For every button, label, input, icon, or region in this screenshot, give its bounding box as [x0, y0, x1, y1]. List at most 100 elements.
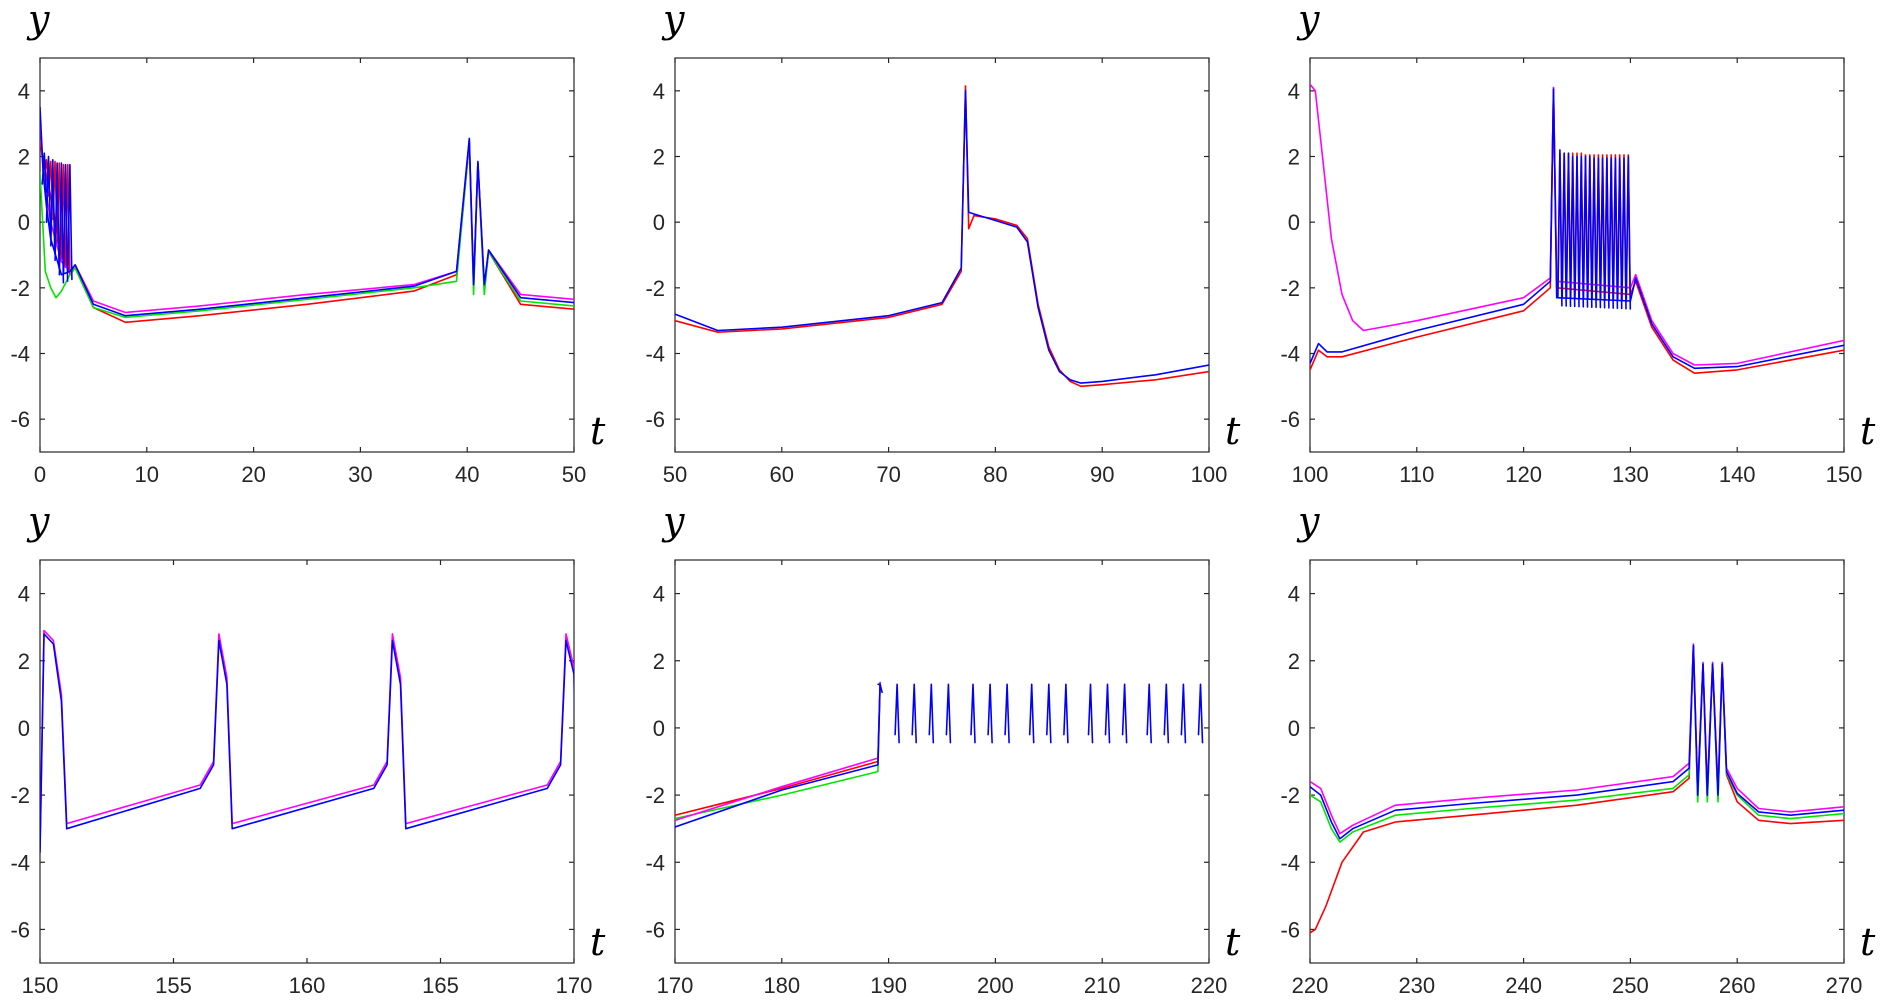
spike-blue	[1121, 683, 1128, 744]
spike-blue	[1599, 157, 1606, 309]
spike-blue	[1604, 157, 1610, 309]
x-tick-label: 160	[289, 973, 326, 998]
y-axis-label: y	[1296, 499, 1320, 543]
plot-frame	[1309, 559, 1845, 964]
spike-blue	[1163, 683, 1170, 744]
series-magenta	[1310, 83, 1844, 366]
y-tick-label: 4	[18, 79, 30, 104]
x-tick-label: 70	[876, 462, 900, 487]
x-tick-label: 180	[763, 973, 800, 998]
y-tick-label: 2	[1288, 649, 1300, 674]
series-green	[40, 142, 574, 319]
y-tick-label: 0	[653, 210, 665, 235]
x-tick-label: 270	[1826, 973, 1863, 998]
spike-blue	[1557, 149, 1563, 307]
plot-frame	[674, 559, 1210, 964]
series-blue	[1310, 644, 1844, 840]
spike-blue	[970, 683, 976, 744]
y-tick-label: 0	[653, 716, 665, 741]
x-tick-label: 200	[977, 973, 1014, 998]
spike-blue	[1146, 683, 1152, 744]
x-tick-label: 130	[1612, 462, 1649, 487]
y-tick-label: -2	[645, 783, 665, 808]
spike-blue	[67, 163, 73, 281]
y-axis-label: y	[661, 0, 685, 41]
spike-blue	[1561, 152, 1567, 307]
series-blue	[675, 90, 1209, 384]
x-tick-label: 190	[870, 973, 907, 998]
series-red	[675, 85, 1209, 388]
y-tick-label: -2	[10, 276, 30, 301]
x-tick-label: 250	[1612, 973, 1649, 998]
y-tick-label: -6	[645, 917, 665, 942]
x-tick-label: 220	[1191, 973, 1228, 998]
y-tick-label: -6	[1280, 407, 1300, 432]
x-tick-label: 40	[455, 462, 479, 487]
y-axis-label: y	[26, 0, 50, 41]
y-tick-label: -2	[1280, 276, 1300, 301]
y-tick-label: -4	[645, 850, 665, 875]
series-blue	[40, 106, 574, 317]
series-magenta	[40, 116, 574, 314]
panel-3: 4 2 0 -2 -4 -6 100 110 120 130 140 150 y t	[1280, 0, 1876, 487]
x-tick-label: 220	[1292, 973, 1329, 998]
spike-blue	[877, 683, 883, 694]
panel-6: 4 2 0 -2 -4 -6 220 230 240 250 260 270 y t	[1280, 499, 1876, 998]
spike-blue	[1621, 157, 1627, 310]
y-tick-label: -6	[1280, 917, 1300, 942]
spike-blue	[1582, 155, 1589, 308]
x-tick-label: 170	[657, 973, 694, 998]
y-tick-label: -2	[645, 276, 665, 301]
plot-frame	[1309, 57, 1845, 453]
y-tick-label: 0	[18, 210, 30, 235]
spike-blue	[1180, 683, 1187, 744]
spike-blue	[1028, 683, 1035, 744]
spike-blue	[62, 163, 69, 282]
x-tick-label: 80	[983, 462, 1007, 487]
spike-blue	[1595, 157, 1602, 309]
plot-frame	[39, 559, 575, 964]
series-group	[1310, 643, 1844, 934]
series-red	[1310, 86, 1844, 375]
spike-blue	[1616, 157, 1623, 310]
series-group	[40, 629, 574, 854]
x-tick-label: 60	[770, 462, 794, 487]
series-green	[675, 681, 881, 820]
y-tick-label: -4	[1280, 342, 1300, 367]
x-tick-label: 210	[1084, 973, 1121, 998]
y-tick-label: 4	[1288, 582, 1300, 607]
spike-blue	[928, 683, 935, 744]
panel-4: 4 2 0 -2 -4 -6 150 155 160 165 170 y t	[10, 499, 606, 998]
spike-blue	[945, 683, 952, 744]
series-blue	[40, 633, 574, 854]
y-tick-label: -2	[10, 783, 30, 808]
x-axis-label: t	[590, 920, 606, 964]
y-tick-label: 0	[1288, 716, 1300, 741]
y-axis-label: y	[661, 499, 685, 543]
plot-frame	[39, 57, 575, 453]
spike-blue	[1087, 683, 1094, 744]
series-group	[675, 85, 1209, 388]
y-axis-label: y	[26, 499, 50, 543]
x-tick-label: 240	[1505, 973, 1542, 998]
x-tick-label: 30	[348, 462, 372, 487]
y-tick-label: 0	[1288, 210, 1300, 235]
x-tick-label: 110	[1399, 462, 1434, 487]
spike-blue	[1046, 683, 1052, 744]
spike-blue	[41, 152, 48, 193]
spike-blue	[1612, 157, 1619, 310]
x-axis-label: t	[590, 409, 606, 453]
spike-blue	[1608, 157, 1614, 309]
x-tick-label: 90	[1090, 462, 1114, 487]
panel-2: 4 2 0 -2 -4 -6 50 60 70 80 90 100 y t	[645, 0, 1241, 487]
x-tick-label: 150	[22, 973, 59, 998]
spike-blue	[1578, 155, 1585, 308]
x-tick-label: 50	[562, 462, 586, 487]
series-blue	[1310, 88, 1844, 370]
spike-blue	[1574, 155, 1580, 308]
y-tick-label: -4	[645, 342, 665, 367]
x-axis-label: t	[1860, 409, 1876, 453]
spike-blue	[1591, 157, 1597, 309]
